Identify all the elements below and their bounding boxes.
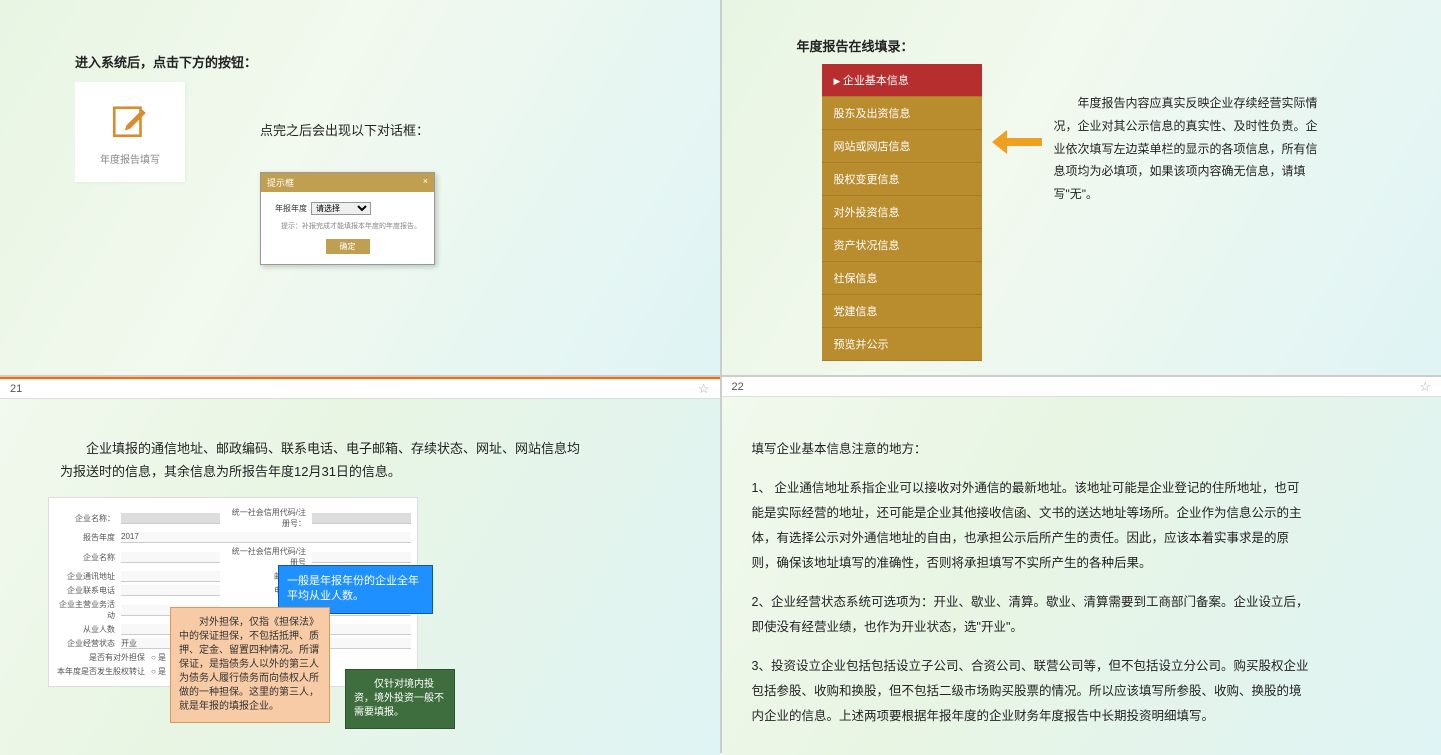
form-label: 是否有对外担保 (55, 652, 145, 663)
form-label: 企业通讯地址 (55, 571, 115, 582)
form-row: 报告年度 2017 (55, 532, 411, 543)
notes-block: 填写企业基本信息注意的地方： 1、 企业通信地址系指企业可以接收对外通信的最新地… (752, 437, 1312, 743)
dialog-title: 提示框 (267, 176, 294, 189)
form-value[interactable] (121, 585, 220, 596)
side-menu: 企业基本信息股东及出资信息网站或网店信息股权变更信息对外投资信息资产状况信息社保… (822, 64, 982, 361)
form-label: 统一社会信用代码/注册号： (226, 507, 306, 529)
form-label: 从业人数 (55, 624, 115, 635)
form-value[interactable] (121, 571, 220, 582)
note-3: 3、投资设立企业包括包括设立子公司、合资公司、联营公司等，但不包括设立分公司。购… (752, 654, 1312, 729)
card-label: 年度报告填写 (100, 151, 160, 166)
section-title: 年度报告在线填录： (797, 36, 914, 55)
menu-item[interactable]: 社保信息 (822, 262, 982, 295)
dialog-body: 年报年度 请选择 提示：补报完成才能填报本年度的年度报告。 确定 (261, 192, 434, 264)
menu-item[interactable]: 党建信息 (822, 295, 982, 328)
menu-item[interactable]: 对外投资信息 (822, 196, 982, 229)
note-2: 2、企业经营状态系统可选项为：开业、歇业、清算。歇业、清算需要到工商部门备案。企… (752, 590, 1312, 640)
form-label: 企业主营业务活动 (55, 599, 115, 621)
intro-paragraph: 企业填报的通信地址、邮政编码、联系电话、电子邮箱、存续状态、网址、网站信息均为报… (60, 437, 580, 484)
form-value (312, 513, 411, 524)
slide-23: 21 ☆ 企业填报的通信地址、邮政编码、联系电话、电子邮箱、存续状态、网址、网站… (0, 377, 720, 755)
form-label: 企业联系电话 (55, 585, 115, 596)
slide-content: 进入系统后，点击下方的按钮： 年度报告填写 点完之后会出现以下对话框： 提示框 … (0, 0, 720, 375)
form-value[interactable] (312, 552, 411, 563)
slide-content: 年度报告在线填录： 企业基本信息股东及出资信息网站或网店信息股权变更信息对外投资… (722, 0, 1441, 375)
form-label: 报告年度 (55, 532, 115, 543)
menu-item[interactable]: 股东及出资信息 (822, 97, 982, 130)
year-select[interactable]: 请选择 (311, 202, 371, 215)
edit-icon (109, 99, 151, 141)
radio-option[interactable]: ○ 是 (151, 666, 166, 677)
form-label: 企业名称 (55, 552, 115, 563)
slide-grid: 进入系统后，点击下方的按钮： 年度报告填写 点完之后会出现以下对话框： 提示框 … (0, 0, 1441, 753)
callout-guarantee: 对外担保，仅指《担保法》中的保证担保，不包括抵押、质押、定金、留置四种情况。所谓… (170, 607, 330, 723)
year-label: 年报年度 (269, 203, 307, 214)
dialog-hint: 提示：补报完成才能填报本年度的年度报告。 (281, 221, 426, 231)
menu-item[interactable]: 企业基本信息 (822, 64, 982, 97)
slide-content: 填写企业基本信息注意的地方： 1、 企业通信地址系指企业可以接收对外通信的最新地… (722, 377, 1441, 755)
radio-option[interactable]: ○ 是 (151, 652, 166, 663)
slide-21: 进入系统后，点击下方的按钮： 年度报告填写 点完之后会出现以下对话框： 提示框 … (0, 0, 720, 375)
form-value (121, 513, 220, 524)
note-1: 1、 企业通信地址系指企业可以接收对外通信的最新地址。该地址可能是企业登记的住所… (752, 476, 1312, 576)
form-label: 企业名称： (55, 513, 115, 524)
annual-report-card[interactable]: 年度报告填写 (75, 82, 185, 182)
after-click-text: 点完之后会出现以下对话框： (260, 120, 429, 139)
intro-text: 进入系统后，点击下方的按钮： (75, 52, 257, 71)
arrow-icon (992, 130, 1042, 154)
year-dialog: 提示框 × 年报年度 请选择 提示：补报完成才能填报本年度的年度报告。 确定 (260, 172, 435, 265)
slide-22: 年度报告在线填录： 企业基本信息股东及出资信息网站或网店信息股权变更信息对外投资… (722, 0, 1441, 375)
menu-item[interactable]: 预览并公示 (822, 328, 982, 361)
form-value[interactable] (121, 552, 220, 563)
dialog-header: 提示框 × (261, 173, 434, 192)
slide-24: 22 ☆ 填写企业基本信息注意的地方： 1、 企业通信地址系指企业可以接收对外通… (722, 377, 1441, 755)
menu-item[interactable]: 资产状况信息 (822, 229, 982, 262)
form-value[interactable]: 2017 (121, 532, 411, 543)
close-icon[interactable]: × (423, 176, 428, 189)
year-row: 年报年度 请选择 (269, 202, 426, 215)
callout-investment: 仅针对境内投资，境外投资一般不需要填报。 (345, 669, 455, 729)
description-text: 年度报告内容应真实反映企业存续经营实际情况，企业对其公示信息的真实性、及时性负责… (1054, 92, 1324, 206)
menu-item[interactable]: 股权变更信息 (822, 163, 982, 196)
form-label: 企业经营状态 (55, 638, 115, 649)
slide-content: 企业填报的通信地址、邮政编码、联系电话、电子邮箱、存续状态、网址、网站信息均为报… (0, 379, 720, 755)
menu-item[interactable]: 网站或网店信息 (822, 130, 982, 163)
confirm-button[interactable]: 确定 (326, 239, 370, 254)
notes-title: 填写企业基本信息注意的地方： (752, 437, 1312, 462)
form-label: 本年度是否发生股权转让 (55, 666, 145, 677)
